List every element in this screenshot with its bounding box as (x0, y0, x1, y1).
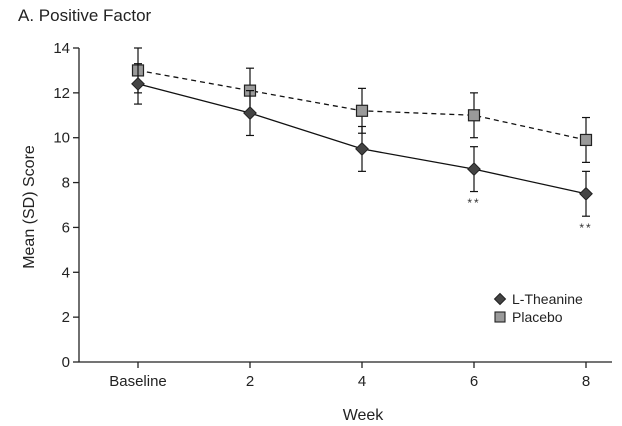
data-point (579, 133, 593, 147)
legend-item: Placebo (494, 309, 563, 325)
legend-marker (493, 292, 507, 306)
x-tick-label: 4 (358, 373, 366, 390)
y-tick-label: 12 (53, 85, 70, 102)
legend-marker (494, 311, 506, 323)
x-tick-label: 6 (470, 373, 478, 390)
significance-marker: ** (579, 221, 592, 235)
legend-label: L-Theanine (512, 291, 583, 307)
axes: 0 2 4 6 8 10 12 14 Baseline 2 4 6 8 (53, 40, 612, 390)
y-tick-label: 4 (62, 264, 70, 281)
x-axis-title: Week (343, 407, 385, 424)
data-point (355, 104, 369, 117)
y-axis-title: Mean (SD) Score (21, 145, 38, 269)
legend-item: L-Theanine (493, 291, 583, 307)
legend-label: Placebo (512, 309, 563, 325)
y-tick-label: 14 (53, 40, 70, 57)
legend: L-Theanine Placebo (493, 291, 583, 325)
x-tick-label: 2 (246, 373, 254, 390)
data-point (467, 162, 481, 177)
data-point (131, 76, 145, 91)
data-point (467, 109, 481, 122)
y-tick-label: 0 (62, 354, 70, 371)
series-group (131, 47, 593, 217)
x-tick-label: 8 (582, 373, 590, 390)
series-l-theanine (131, 63, 593, 217)
y-tick-label: 2 (62, 309, 70, 326)
x-tick-label: Baseline (109, 373, 167, 390)
data-point (579, 186, 593, 201)
y-tick-label: 10 (53, 130, 70, 147)
annotations: ** ** (467, 196, 592, 235)
y-tick-label: 6 (62, 219, 70, 236)
data-point (243, 106, 257, 120)
data-point (355, 142, 369, 156)
chart-title: A. Positive Factor (18, 6, 152, 25)
y-tick-label: 8 (62, 175, 70, 192)
significance-marker: ** (467, 196, 480, 210)
